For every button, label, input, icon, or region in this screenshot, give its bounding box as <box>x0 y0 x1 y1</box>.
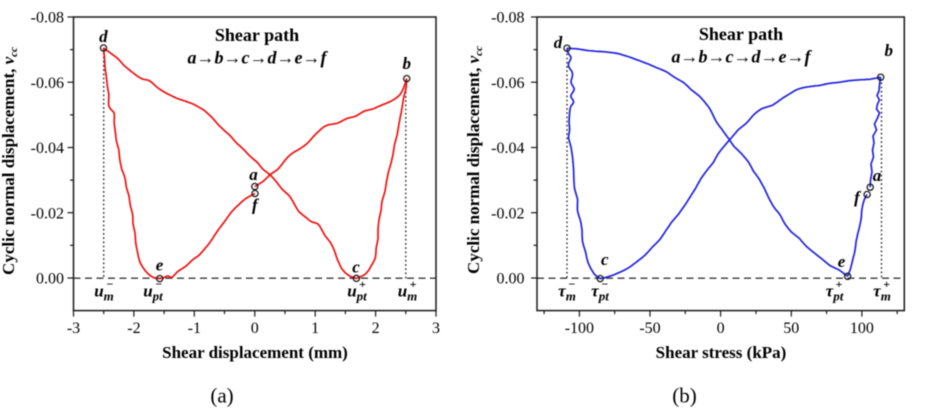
svg-text:τm−: τm− <box>558 277 576 304</box>
svg-text:τpt+: τpt+ <box>826 277 844 304</box>
svg-text:d: d <box>99 27 108 46</box>
svg-text:c: c <box>352 258 360 277</box>
svg-text:0: 0 <box>717 320 725 337</box>
svg-text:um+: um+ <box>398 277 418 304</box>
svg-text:τpt−: τpt− <box>591 277 609 304</box>
svg-text:a: a <box>249 165 258 184</box>
svg-text:2: 2 <box>372 320 380 337</box>
svg-text:-50: -50 <box>639 320 660 337</box>
svg-text:f: f <box>252 196 260 215</box>
svg-text:Cyclic normal displacement, vc: Cyclic normal displacement, vcc <box>464 46 485 274</box>
svg-text:100: 100 <box>850 320 874 337</box>
svg-text:50: 50 <box>783 320 799 337</box>
svg-text:-2: -2 <box>127 320 140 337</box>
svg-text:b: b <box>402 54 411 73</box>
svg-text:-100: -100 <box>565 320 594 337</box>
svg-text:(b): (b) <box>672 384 697 408</box>
svg-text:e: e <box>838 252 846 271</box>
svg-text:1: 1 <box>311 320 319 337</box>
svg-text:a→b→c→d→e→f: a→b→c→d→e→f <box>672 47 813 67</box>
svg-text:e: e <box>156 256 164 275</box>
svg-text:(a): (a) <box>210 384 233 408</box>
svg-text:upt+: upt+ <box>347 277 367 304</box>
svg-text:d: d <box>554 33 563 52</box>
svg-text:τm+: τm+ <box>873 277 891 304</box>
svg-text:a: a <box>873 166 882 185</box>
svg-text:c: c <box>601 250 609 269</box>
svg-text:0.00: 0.00 <box>497 271 525 288</box>
svg-text:-0.04: -0.04 <box>31 140 64 157</box>
svg-text:-0.02: -0.02 <box>31 205 64 222</box>
svg-text:-0.08: -0.08 <box>491 10 524 27</box>
svg-text:3: 3 <box>432 320 440 337</box>
svg-text:-3: -3 <box>67 320 80 337</box>
svg-text:a→b→c→d→e→f: a→b→c→d→e→f <box>188 48 329 68</box>
svg-text:b: b <box>884 41 893 60</box>
svg-text:0: 0 <box>251 320 259 337</box>
svg-text:Shear path: Shear path <box>215 25 299 45</box>
svg-text:-0.02: -0.02 <box>491 205 524 222</box>
svg-text:0.00: 0.00 <box>36 271 64 288</box>
svg-text:f: f <box>854 188 862 207</box>
svg-text:Shear stress (kPa): Shear stress (kPa) <box>656 343 787 362</box>
svg-text:Cyclic normal displacement, vc: Cyclic normal displacement, vcc <box>0 47 20 275</box>
svg-text:-0.06: -0.06 <box>31 75 64 92</box>
svg-text:-0.06: -0.06 <box>491 75 524 92</box>
svg-text:Shear displacement (mm): Shear displacement (mm) <box>162 343 348 362</box>
svg-text:-1: -1 <box>188 320 201 337</box>
svg-text:Shear path: Shear path <box>699 24 783 44</box>
svg-text:-0.08: -0.08 <box>31 10 64 27</box>
svg-text:-0.04: -0.04 <box>491 140 524 157</box>
svg-text:upt−: upt− <box>143 277 163 304</box>
svg-text:um−: um− <box>94 277 114 304</box>
